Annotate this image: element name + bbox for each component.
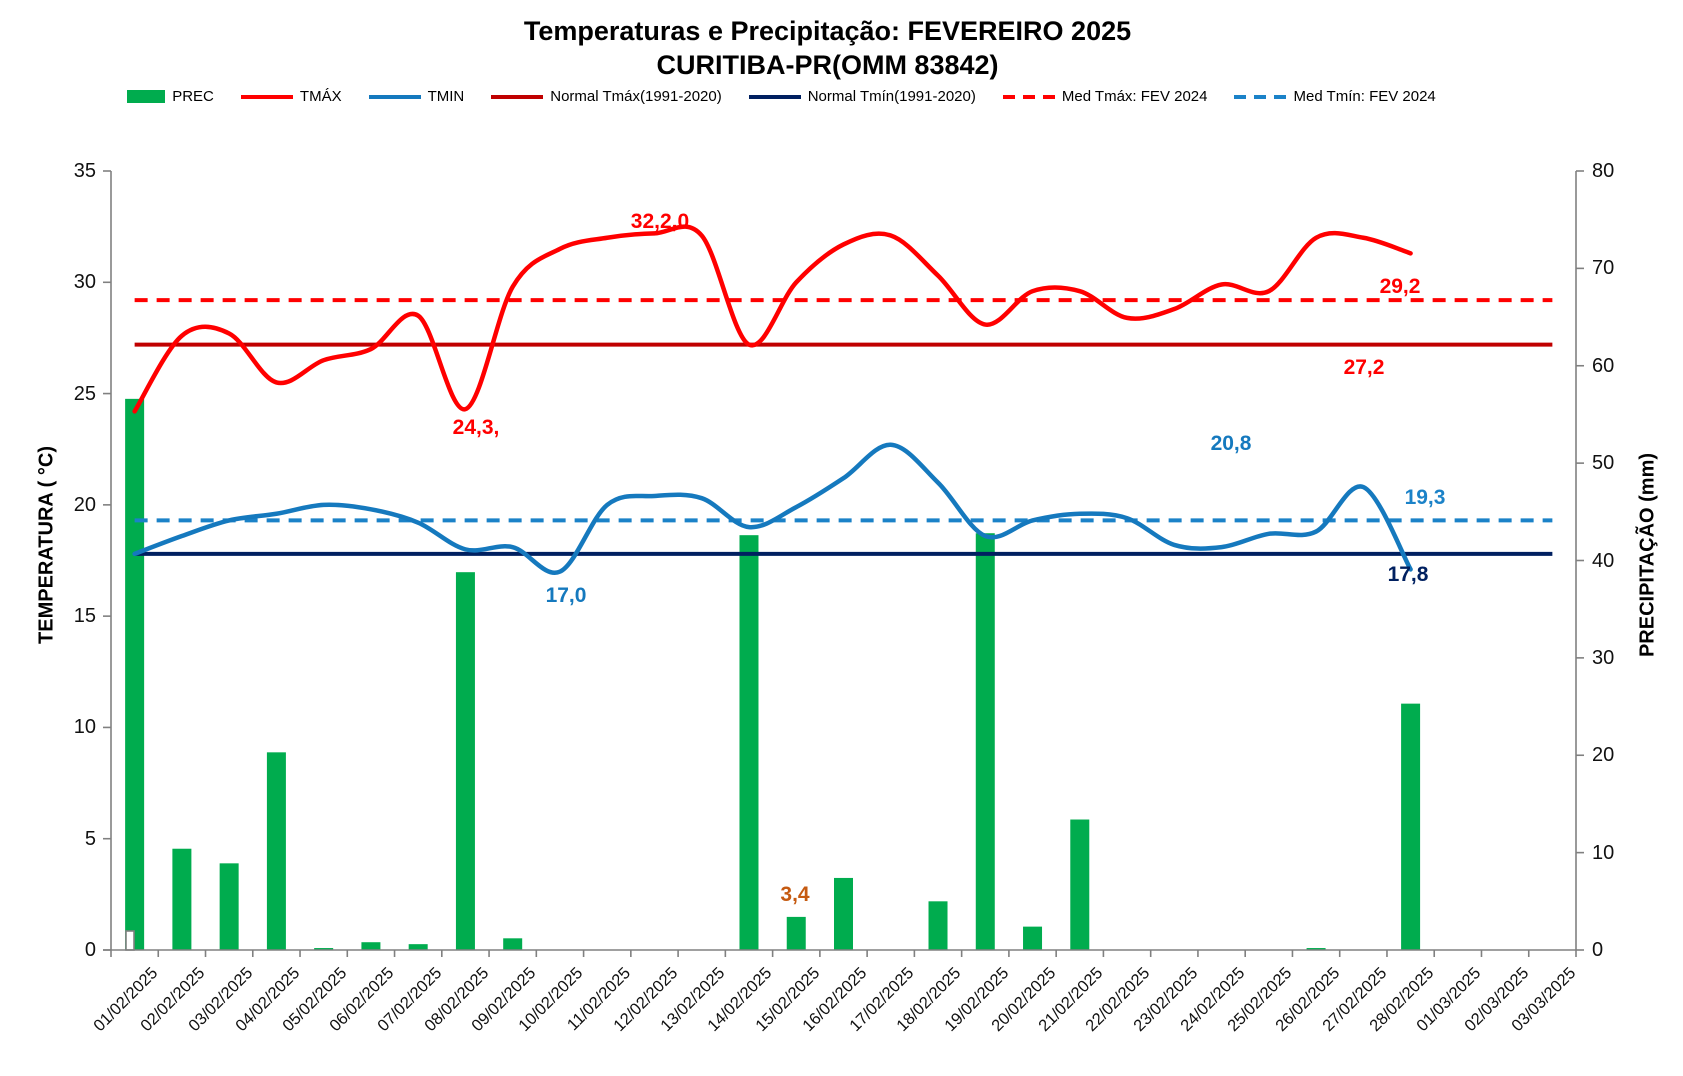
data-label-annotation: 20,8 — [1210, 432, 1252, 455]
data-label-annotation: 29,2 — [1379, 275, 1421, 298]
prec-bar — [503, 938, 523, 950]
legend-item: Normal Tmín(1991-2020) — [748, 88, 976, 105]
legend-item: Normal Tmáx(1991-2020) — [491, 88, 722, 105]
y-axis-left-label: 5 — [84, 827, 96, 850]
left-axis-title: TEMPERATURA ( °C) — [35, 446, 58, 644]
tiny-white-bar — [125, 930, 135, 951]
prec-bar — [1401, 703, 1421, 950]
legend-label: TMÁX — [299, 88, 342, 105]
prec-bar — [219, 863, 239, 950]
prec-bar — [172, 848, 192, 950]
data-label-annotation: 24,3, — [452, 416, 500, 439]
y-axis-right-label: 20 — [1592, 744, 1615, 767]
y-axis-left-label: 20 — [73, 493, 96, 516]
y-axis-right-label: 50 — [1592, 452, 1615, 475]
legend-label: TMIN — [427, 88, 465, 105]
y-axis-left-label: 0 — [84, 939, 96, 961]
prec-bar — [361, 942, 381, 950]
prec-bar — [408, 944, 428, 950]
y-axis-left-label: 10 — [73, 716, 96, 739]
y-axis-left-label: 35 — [73, 160, 96, 182]
legend-label: Med Tmín: FEV 2024 — [1293, 88, 1436, 105]
legend-item: Med Tmáx: FEV 2024 — [1002, 88, 1208, 105]
y-axis-right-label: 10 — [1592, 841, 1615, 864]
prec-bar — [1306, 948, 1326, 950]
right-axis-title: PRECIPITAÇÃO (mm) — [1636, 452, 1659, 658]
legend-item: TMIN — [368, 88, 465, 105]
y-axis-right-label: 70 — [1592, 257, 1615, 280]
legend-item: Med Tmín: FEV 2024 — [1234, 88, 1436, 105]
y-axis-right-label: 80 — [1592, 160, 1615, 182]
data-label-annotation: 32,2,0 — [630, 210, 690, 233]
tmin-line — [132, 442, 1413, 575]
y-axis-right-label: 30 — [1592, 646, 1615, 669]
y-axis-right-label: 40 — [1592, 549, 1615, 572]
chart-title-block: Temperaturas e Precipitação: FEVEREIRO 2… — [0, 14, 1683, 82]
legend: PREC TMÁX TMIN Normal Tmáx(1991-2020) Normal… — [0, 88, 1563, 105]
prec-bar — [739, 535, 759, 950]
y-axis-left-label: 30 — [73, 271, 96, 294]
data-label-annotation: 17,8 — [1387, 563, 1429, 586]
prec-bar — [786, 916, 806, 950]
legend-line-icon — [748, 94, 801, 99]
data-label-annotation: 27,2 — [1343, 356, 1385, 379]
prec-bar — [1070, 819, 1090, 950]
legend-bar-swatch — [127, 90, 166, 103]
prec-bar — [314, 948, 334, 950]
legend-line-icon — [240, 94, 293, 99]
tmax-line — [132, 224, 1413, 414]
data-label-annotation: 3,4 — [780, 883, 810, 906]
data-label-annotation: 19,3 — [1404, 486, 1446, 509]
legend-label: Normal Tmáx(1991-2020) — [550, 88, 722, 105]
prec-bar — [1023, 926, 1043, 950]
legend-dashed-line-icon — [1234, 94, 1287, 99]
chart-subtitle: CURITIBA-PR(OMM 83842) — [656, 50, 999, 80]
y-axis-left-label: 15 — [73, 605, 96, 628]
legend-item: PREC — [127, 88, 214, 105]
legend-label: PREC — [172, 88, 214, 105]
y-axis-right-label: 0 — [1592, 939, 1604, 961]
legend-item: TMÁX — [240, 88, 342, 105]
prec-bar — [455, 572, 475, 950]
y-axis-left-label: 25 — [73, 382, 96, 405]
legend-dashed-line-icon — [1002, 94, 1055, 99]
legend-line-icon — [368, 94, 421, 99]
legend-line-icon — [491, 94, 544, 99]
chart-title: Temperaturas e Precipitação: FEVEREIRO 2… — [523, 16, 1132, 46]
prec-bar — [834, 877, 853, 950]
prec-bar — [975, 533, 995, 950]
legend-label: Med Tmáx: FEV 2024 — [1061, 88, 1208, 105]
y-axis-right-label: 60 — [1592, 354, 1615, 377]
legend-label: Normal Tmín(1991-2020) — [807, 88, 976, 105]
prec-bar — [266, 752, 286, 950]
prec-bar — [125, 398, 145, 950]
prec-bar — [928, 901, 948, 950]
data-label-annotation: 17,0 — [545, 584, 587, 607]
